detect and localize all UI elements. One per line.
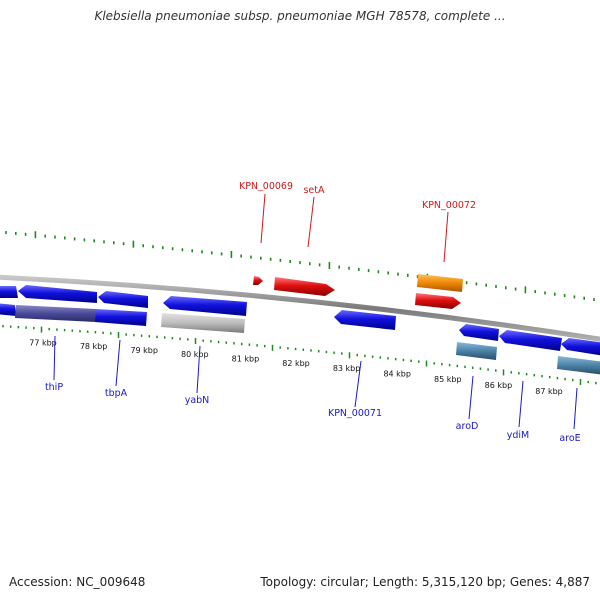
gene-label-yabN[interactable]: yabN (185, 395, 210, 406)
gene-block-aroD[interactable] (456, 342, 497, 360)
gene-arrow-thiP[interactable] (18, 285, 97, 303)
kbp-tick-label: 78 kbp (80, 342, 108, 351)
gene-arrow-reverse[interactable] (0, 286, 18, 298)
kbp-tick-label: 85 kbp (434, 375, 462, 384)
kbp-tick-label: 81 kbp (232, 354, 260, 363)
leader-aroE (573, 387, 578, 430)
gene-block-aroE[interactable] (557, 356, 600, 375)
leader-aroD (468, 375, 474, 420)
top-leader-lines (260, 193, 449, 263)
leader-yabN (196, 345, 201, 394)
outer-tick-ring (5, 231, 595, 302)
leader-setA (307, 196, 315, 248)
gene-block-gray[interactable] (161, 313, 245, 333)
gene-block-reverse[interactable] (0, 303, 16, 316)
kbp-tick-label: 84 kbp (383, 369, 411, 378)
kbp-tick-label: 82 kbp (282, 359, 310, 368)
genome-summary-text: Topology: circular; Length: 5,315,120 bp… (260, 575, 590, 589)
gene-arrow-ydiM[interactable] (499, 330, 562, 351)
gene-arrow-aroD[interactable] (459, 324, 499, 341)
gene-arrow-KPN_00071[interactable] (334, 310, 396, 330)
gene-arrow-forward[interactable] (253, 276, 263, 285)
kbp-tick-label: 83 kbp (333, 364, 361, 373)
kbp-tick-label: 86 kbp (485, 381, 513, 390)
gene-block-KPN_00072[interactable] (417, 274, 463, 292)
leader-KPN_00069 (260, 193, 266, 244)
gene-block-purple[interactable] (15, 305, 96, 322)
kbp-scale-labels: 77 kbp 78 kbp 79 kbp 80 kbp 81 kbp 82 kbp 83 k… (29, 339, 563, 396)
kbp-tick-label: 87 kbp (535, 387, 563, 396)
gene-label-tbpA[interactable]: tbpA (105, 388, 128, 399)
gene-arrow-aroE[interactable] (561, 338, 600, 356)
gene-arrow-KPN_00069[interactable] (415, 293, 461, 309)
map-title: Klebsiella pneumoniae subsp. pneumoniae … (94, 9, 506, 23)
gene-label-KPN_00071[interactable]: KPN_00071 (328, 408, 382, 419)
inner-tick-ring (2, 324, 597, 386)
gene-label-KPN_00069[interactable]: KPN_00069 (239, 181, 293, 192)
leader-tbpA (115, 339, 121, 387)
leader-KPN_00071 (354, 360, 362, 408)
kbp-tick-label: 80 kbp (181, 350, 209, 359)
gene-arrow-setA[interactable] (274, 277, 335, 296)
kbp-tick-label: 77 kbp (29, 339, 57, 348)
kbp-tick-label: 79 kbp (130, 346, 158, 355)
gene-label-aroD[interactable]: aroD (456, 421, 479, 432)
bottom-leader-lines (53, 335, 578, 430)
gene-label-setA[interactable]: setA (303, 185, 325, 196)
accession-text: Accession: NC_009648 (9, 575, 146, 589)
genome-backbone (0, 274, 600, 342)
gene-label-KPN_00072[interactable]: KPN_00072 (422, 200, 476, 211)
leader-thiP (53, 335, 56, 381)
leader-ydiM (518, 380, 524, 428)
gene-label-thiP[interactable]: thiP (45, 382, 63, 393)
leader-KPN_00072 (443, 211, 449, 263)
gene-block-blue[interactable] (95, 309, 147, 326)
gene-label-ydiM[interactable]: ydiM (507, 430, 530, 441)
gene-label-aroE[interactable]: aroE (559, 433, 580, 444)
gene-arrow-yabN[interactable] (163, 296, 247, 316)
gene-arrow-tbpA[interactable] (98, 291, 148, 308)
